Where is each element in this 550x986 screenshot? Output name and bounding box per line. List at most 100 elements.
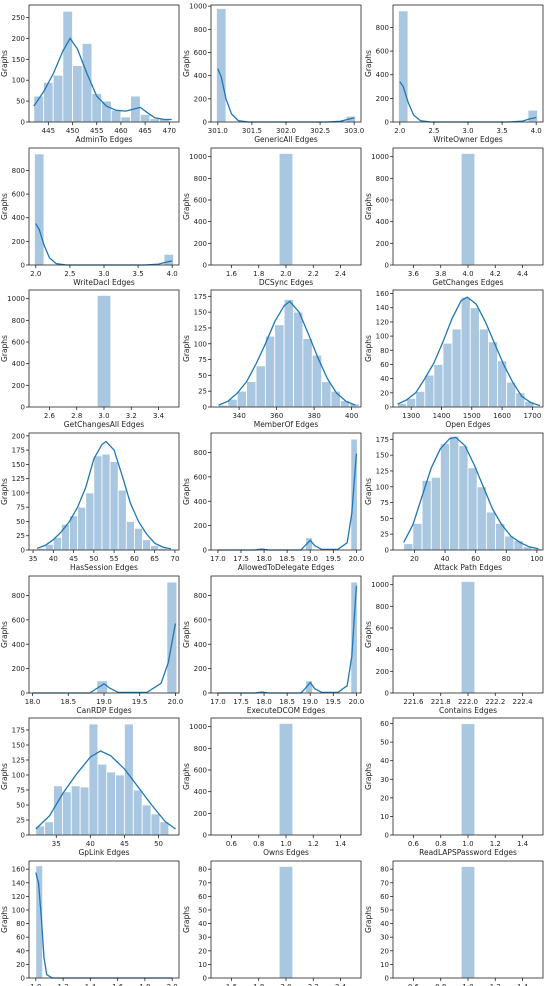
histogram-bar <box>115 774 125 836</box>
histogram-bar <box>451 328 462 408</box>
y-tick-label: 60 <box>198 893 207 901</box>
x-axis-label: DCSync Edges <box>259 278 313 287</box>
kde-line <box>399 81 537 123</box>
histogram-bar <box>79 786 90 836</box>
x-tick-label: 1600 <box>493 412 511 420</box>
y-tick-label: 200 <box>12 432 25 440</box>
x-tick-label: 2.5 <box>428 127 439 135</box>
x-tick-label: 3.0 <box>462 127 473 135</box>
y-tick-label: 0 <box>21 975 25 983</box>
y-tick-label: 150 <box>376 452 389 460</box>
histogram-bar <box>469 307 480 408</box>
x-tick-label: 50 <box>89 555 98 563</box>
x-axis-label: GetChanges Edges <box>432 278 503 287</box>
x-axis-label: Open Edges <box>445 420 490 429</box>
y-tick-label: 80 <box>16 920 25 928</box>
kde-line <box>403 436 539 550</box>
histogram-bar <box>166 581 178 694</box>
y-axis-label: Graphs <box>0 193 9 220</box>
y-tick-label: 100 <box>376 333 389 341</box>
x-tick-label: 1.2 <box>490 983 501 986</box>
y-tick-label: 0 <box>21 690 25 698</box>
histogram-bar <box>120 116 132 123</box>
y-tick-label: 100 <box>12 772 25 780</box>
y-tick-label: 10 <box>198 961 207 969</box>
histogram-bar <box>163 253 174 266</box>
histogram-bar <box>460 153 476 266</box>
x-tick-label: 1.6 <box>112 983 124 986</box>
y-axis-label: Graphs <box>364 763 373 790</box>
histogram-bar <box>488 341 498 408</box>
y-axis-label: Graphs <box>0 50 9 77</box>
y-tick-label: 25 <box>16 532 25 540</box>
histogram-bar <box>53 785 63 836</box>
x-tick-label: 302.0 <box>276 127 296 135</box>
x-tick-label: 1.4 <box>517 983 529 986</box>
y-tick-label: 75 <box>198 356 207 364</box>
y-axis-label: Graphs <box>364 621 373 648</box>
y-tick-label: 1000 <box>189 723 207 731</box>
x-tick-label: 3.5 <box>133 270 144 278</box>
y-tick-label: 0 <box>203 404 207 412</box>
x-tick-label: 1.2 <box>490 840 501 848</box>
x-tick-label: 0.6 <box>408 983 420 986</box>
y-axis-label: Graphs <box>364 50 373 77</box>
x-tick-label: 460 <box>114 127 127 135</box>
histogram-bar <box>101 100 112 123</box>
x-tick-label: 17.5 <box>233 555 249 563</box>
y-tick-label: 30 <box>380 776 389 784</box>
x-tick-label: 301.0 <box>208 127 228 135</box>
x-tick-label: 0.8 <box>435 840 446 848</box>
x-tick-label: 19.5 <box>326 555 342 563</box>
y-tick-label: 125 <box>12 757 25 765</box>
x-axis-label: GetChangesAll Edges <box>64 420 145 429</box>
y-tick-label: 125 <box>376 467 389 475</box>
y-tick-label: 200 <box>12 382 25 390</box>
y-axis-label: Graphs <box>364 906 373 933</box>
axes-frame <box>210 4 362 123</box>
x-tick-label: 2.0 <box>280 270 291 278</box>
histogram-bar <box>117 489 127 551</box>
y-tick-label: 80 <box>198 866 207 874</box>
histogram-bar <box>110 109 122 123</box>
y-tick-label: 20 <box>198 947 207 955</box>
axes-frame <box>28 860 180 979</box>
y-tick-label: 400 <box>12 360 25 368</box>
x-tick-label: 303.0 <box>344 127 364 135</box>
histogram-bar <box>72 65 83 123</box>
histogram-bar <box>236 390 248 408</box>
chart-panel: 2.6 2.8 3.0 3.2 3.4 0 200 400 600 800 1000 GetChang… <box>0 289 180 429</box>
x-tick-label: 1.0 <box>280 840 291 848</box>
y-tick-label: 70 <box>198 879 207 887</box>
histogram-bar <box>44 821 54 836</box>
chart-panel: 2.0 2.5 3.0 3.5 4.0 0 200 400 600 800 WriteDacl Ed… <box>0 147 180 287</box>
histogram-bar <box>132 789 143 836</box>
y-tick-label: 100 <box>12 77 25 85</box>
y-tick-label: 1000 <box>371 153 389 161</box>
x-tick-label: 3.6 <box>408 270 420 278</box>
x-tick-label: 1.8 <box>139 983 150 986</box>
histogram-bar <box>478 328 489 408</box>
histogram-bar <box>141 804 152 836</box>
x-tick-label: 18.5 <box>60 698 76 706</box>
y-tick-label: 600 <box>376 625 389 633</box>
x-tick-label: 470 <box>163 127 176 135</box>
x-tick-label: 1.0 <box>462 840 473 848</box>
x-axis-label: WriteDacl Edges <box>73 278 135 287</box>
x-tick-label: 3.0 <box>98 270 109 278</box>
chart-panel: 0.6 0.8 1.0 1.2 1.4 0 200 400 600 800 1000 Owns Edg… <box>182 717 362 857</box>
histogram-bar <box>274 324 285 408</box>
y-tick-label: 400 <box>12 641 25 649</box>
x-tick-label: 4.0 <box>531 127 542 135</box>
y-axis-label: Graphs <box>182 193 191 220</box>
y-tick-label: 140 <box>12 879 25 887</box>
y-tick-label: 800 <box>376 603 389 611</box>
histogram-bar <box>142 539 152 551</box>
histogram-bar <box>93 455 103 551</box>
y-tick-label: 125 <box>194 324 207 332</box>
x-axis-label: CanRDP Edges <box>76 706 131 715</box>
axes-frame <box>28 4 180 123</box>
y-tick-label: 1000 <box>189 3 207 11</box>
y-axis-label: Graphs <box>182 621 191 648</box>
x-axis-label: AdminTo Edges <box>76 135 133 144</box>
